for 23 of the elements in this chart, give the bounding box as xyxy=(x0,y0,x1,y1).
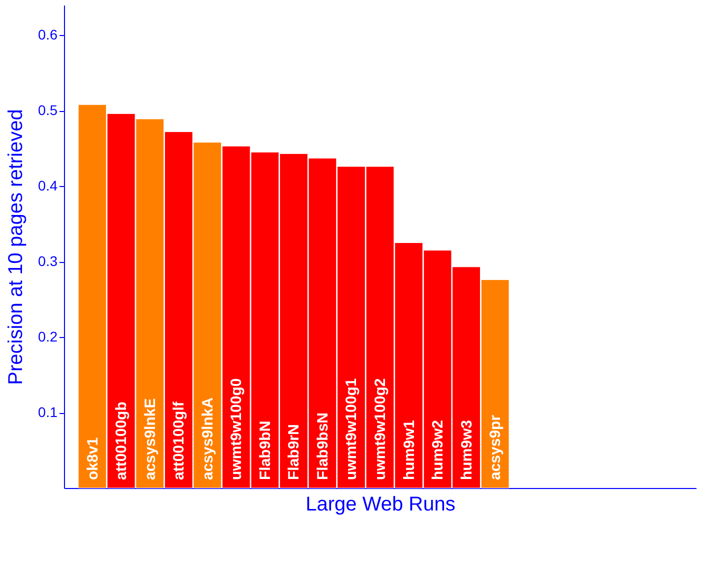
x-tick-label: Flab9rN xyxy=(286,424,303,480)
y-tick-label: 0.2 xyxy=(38,328,58,345)
y-tick-label: 0.4 xyxy=(38,178,58,194)
x-tick-label: att00100glf xyxy=(170,400,188,480)
x-tick-label: hum9w2 xyxy=(430,420,447,480)
y-tick-label: 0.5 xyxy=(38,102,58,118)
x-tick-label: Flab9bsN xyxy=(314,412,332,480)
y-tick-label: 0.1 xyxy=(38,404,58,420)
y-tick-label: 0.3 xyxy=(38,253,58,270)
x-tick-label: att00100gb xyxy=(113,402,130,480)
x-tick-label: acsys9lnkA xyxy=(199,397,216,480)
x-tick-label: uwmt9w100g1 xyxy=(343,378,360,480)
x-tick-label: uwmt9w100g0 xyxy=(228,378,246,480)
x-axis-title: Large Web Runs xyxy=(306,494,456,516)
x-tick-label: acsys9lnkE xyxy=(142,398,159,480)
x-tick-label: uwmt9w100g2 xyxy=(372,378,389,480)
x-tick-label: hum9w3 xyxy=(458,420,476,480)
x-tick-label: acsys9pr xyxy=(487,414,504,480)
y-tick-label: 0.6 xyxy=(38,26,58,43)
x-tick-label: Flab9bN xyxy=(256,420,274,480)
y-axis-title: Precision at 10 pages retrieved xyxy=(5,109,28,385)
x-tick-label: hum9w1 xyxy=(400,420,418,480)
x-tick-label: ok8v1 xyxy=(84,437,102,480)
